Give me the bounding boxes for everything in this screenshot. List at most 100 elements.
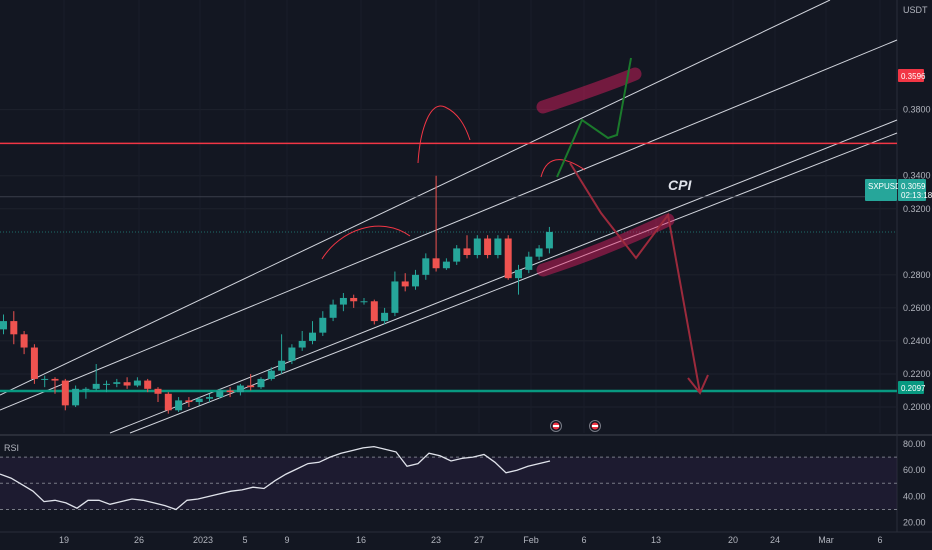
candle[interactable] xyxy=(20,331,28,355)
candle[interactable] xyxy=(236,383,244,396)
candle[interactable] xyxy=(535,245,543,260)
candle[interactable] xyxy=(432,175,440,272)
candle-body xyxy=(195,398,203,403)
candle[interactable] xyxy=(133,377,141,388)
candle[interactable] xyxy=(82,387,90,399)
price-panel[interactable] xyxy=(0,0,897,433)
candle[interactable] xyxy=(103,380,110,393)
candle[interactable] xyxy=(226,387,234,398)
candle-body xyxy=(329,304,337,318)
candle-body xyxy=(504,238,512,279)
candle-body xyxy=(525,256,533,270)
candle[interactable] xyxy=(113,378,121,388)
candle[interactable] xyxy=(30,344,38,384)
time-tick-label: Feb xyxy=(523,535,539,545)
candle[interactable] xyxy=(309,321,316,345)
candle[interactable] xyxy=(154,387,162,403)
candle[interactable] xyxy=(422,253,430,280)
candle[interactable] xyxy=(288,344,296,365)
candle[interactable] xyxy=(51,377,59,394)
time-tick-label: 5 xyxy=(242,535,247,545)
candle[interactable] xyxy=(525,251,533,274)
event-marker-1[interactable] xyxy=(550,420,562,432)
candle[interactable] xyxy=(61,378,69,411)
candle[interactable] xyxy=(545,226,553,254)
channel-line[interactable] xyxy=(0,39,898,411)
candle[interactable] xyxy=(278,334,286,374)
candle-body xyxy=(226,390,234,393)
candle-body xyxy=(267,370,275,379)
candle[interactable] xyxy=(515,264,522,295)
candle[interactable] xyxy=(257,377,265,389)
candle-body xyxy=(154,388,162,394)
candle[interactable] xyxy=(175,397,183,412)
candle[interactable] xyxy=(298,331,306,351)
price-tick-label: 0.2000 xyxy=(903,402,931,412)
candle[interactable] xyxy=(391,271,399,317)
candle[interactable] xyxy=(381,307,389,325)
candle-body xyxy=(515,269,522,279)
rsi-tick-label: 80.00 xyxy=(903,439,926,449)
candle[interactable] xyxy=(484,235,492,259)
candle[interactable] xyxy=(206,393,213,403)
candle[interactable] xyxy=(195,397,203,406)
candle[interactable] xyxy=(504,235,512,280)
candle-body xyxy=(432,258,440,269)
candlestick-series[interactable] xyxy=(0,175,553,414)
rsi-indicator[interactable] xyxy=(0,445,897,511)
candle-body xyxy=(41,378,49,380)
candle[interactable] xyxy=(339,293,347,312)
currency-label: USDT xyxy=(903,5,928,15)
candle[interactable] xyxy=(10,311,18,345)
channel-line[interactable] xyxy=(0,0,831,396)
arc-drawing xyxy=(321,225,411,260)
candle[interactable] xyxy=(41,375,49,388)
candle[interactable] xyxy=(463,235,471,259)
candle[interactable] xyxy=(370,299,378,325)
candle[interactable] xyxy=(350,294,358,308)
candle[interactable] xyxy=(144,378,152,393)
candle[interactable] xyxy=(319,311,327,336)
candle[interactable] xyxy=(92,364,100,391)
candle-body xyxy=(257,378,265,388)
candle-body xyxy=(72,388,80,406)
rsi-line[interactable] xyxy=(0,445,551,511)
hand-drawn-annotations xyxy=(321,57,709,395)
time-tick-label: 6 xyxy=(581,535,586,545)
price-tick-label: 0.2600 xyxy=(903,303,931,313)
time-tick-label: 2023 xyxy=(193,535,213,545)
candle-body xyxy=(309,332,316,341)
candle[interactable] xyxy=(412,269,419,290)
candle-body xyxy=(319,317,327,333)
annotation-cpi[interactable]: CPI xyxy=(668,177,692,193)
candle[interactable] xyxy=(216,388,224,399)
channel-line[interactable] xyxy=(109,119,898,434)
rsi-title[interactable]: RSI xyxy=(4,443,19,453)
candle[interactable] xyxy=(453,245,461,265)
candle[interactable] xyxy=(267,367,275,381)
candle[interactable] xyxy=(360,297,368,305)
candle[interactable] xyxy=(401,273,409,292)
current-price-tag: SXPUSDT 0.3059 02:13:18 xyxy=(865,179,932,201)
candle[interactable] xyxy=(185,397,193,407)
candle[interactable] xyxy=(473,235,481,259)
candle[interactable] xyxy=(329,299,337,322)
candle[interactable] xyxy=(72,385,80,407)
event-marker-2[interactable] xyxy=(589,420,601,432)
candle[interactable] xyxy=(442,258,450,270)
candle-body xyxy=(350,297,358,302)
candle[interactable] xyxy=(123,377,131,389)
candle[interactable] xyxy=(164,392,172,414)
price-axis[interactable]: 0.3800 0.3400 0.3200 0.2800 0.2600 0.2400 0.22… xyxy=(903,105,931,412)
candle[interactable] xyxy=(247,373,255,391)
candle[interactable] xyxy=(494,235,502,259)
candle[interactable] xyxy=(0,314,7,335)
rsi-axis[interactable]: 80.00 60.00 40.00 20.00 xyxy=(903,439,926,528)
bearish-path xyxy=(569,162,701,394)
time-axis[interactable]: 19 26 2023 5 9 16 23 27 Feb 6 13 20 24 Mar 6 xyxy=(59,535,883,545)
candle-body xyxy=(164,393,172,411)
highlight-stroke-bottom xyxy=(536,213,675,277)
candle-body xyxy=(545,231,553,249)
rsi-panel[interactable] xyxy=(0,436,897,532)
